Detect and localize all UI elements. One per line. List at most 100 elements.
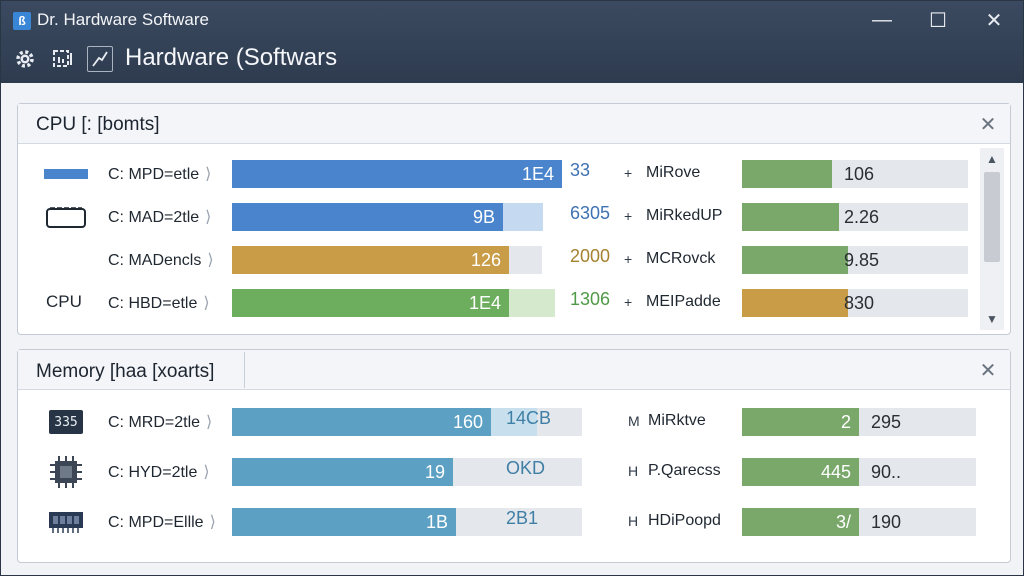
usage-bar-ghost: [503, 203, 543, 231]
metric-bar-fill: [742, 203, 839, 231]
list-item: C: MPD=etle ⟩ 1E4 33 + MiRove 106: [18, 156, 978, 192]
row-label-text: C: MPD=etle: [108, 166, 200, 183]
metric-value: 445: [820, 462, 851, 482]
row-label-text: C: MRD=2tle: [108, 414, 201, 431]
graph-button[interactable]: [87, 46, 113, 72]
usage-bar: 1B: [232, 508, 582, 536]
list-item: 335 C: MRD=2tle ⟩ 160 14CB M MiRktve 2 295: [18, 404, 978, 440]
row-label: C: MRD=2tle ⟩: [108, 412, 212, 432]
usage-bar-fill: [232, 408, 491, 436]
list-item: C: HBD=etle ⟩ 1E4 1306 + MEIPadde 830: [18, 285, 978, 321]
usage-bar-fill: [232, 246, 509, 274]
usage-bar: 19: [232, 458, 582, 486]
usage-secondary-value: 1306: [570, 289, 611, 309]
gear-icon: [16, 50, 34, 68]
usage-bar-fill: [232, 289, 509, 317]
scroll-down-icon[interactable]: ▼: [986, 312, 998, 326]
metric-bar-fill: [742, 246, 848, 274]
usage-secondary-value: 33: [570, 160, 591, 180]
row-label-text: C: MADencls: [108, 252, 202, 269]
row-label: C: MADencls ⟩: [108, 250, 214, 270]
page-title: Hardware (Softwars: [125, 44, 338, 71]
usage-bar-fill: [232, 458, 453, 486]
window-title: Dr. Hardware Software: [37, 10, 209, 29]
usage-bar: 1E4: [232, 289, 555, 317]
row-label: C: HBD=etle ⟩: [108, 293, 210, 313]
usage-bar: 9B: [232, 203, 543, 231]
list-item: C: HYD=2tle ⟩ 19 OKD H P.Qarecss 445 90..: [18, 454, 978, 490]
metric-value: 3/: [835, 512, 851, 532]
chevron-right-icon[interactable]: ⟩: [209, 514, 216, 531]
chevron-right-icon[interactable]: ⟩: [205, 209, 212, 226]
close-icon[interactable]: ✕: [979, 359, 997, 382]
metric-mark: H: [628, 513, 639, 529]
usage-bar-ghost: [509, 289, 555, 317]
metric-bar: 106: [742, 160, 968, 188]
divider: [244, 352, 245, 388]
cpu-panel-title: CPU [: [bomts]: [36, 114, 160, 135]
chevron-right-icon[interactable]: ⟩: [203, 464, 210, 481]
metric-label: MiRove: [646, 164, 701, 181]
panel-outline-icon: [42, 203, 90, 231]
metric-bar: 830: [742, 289, 968, 317]
metric-label: HDiPoopd: [648, 512, 721, 529]
scrollbar[interactable]: ▲ ▼: [980, 148, 1004, 330]
metric-secondary-value: 90..: [871, 462, 902, 482]
close-button[interactable]: ✕: [985, 9, 1003, 32]
usage-secondary-value: 2000: [570, 246, 611, 266]
app-logo-icon: ß: [13, 12, 31, 30]
list-item: C: MPD=Ellle ⟩ 1B 2B1 H HDiPoopd 3/190: [18, 504, 978, 540]
chevron-right-icon[interactable]: ⟩: [207, 252, 214, 269]
plus-icon: +: [624, 208, 633, 224]
maximize-button[interactable]: ☐: [929, 9, 947, 32]
metric-bar: 2.26: [742, 203, 968, 231]
row-label-text: C: HBD=etle: [108, 295, 198, 312]
usage-bar-fill: [232, 203, 503, 231]
usage-bar-value: 1E4: [468, 293, 501, 313]
usage-bar: 160: [232, 408, 582, 436]
plus-icon: +: [624, 165, 633, 181]
graph-icon: [92, 51, 108, 67]
metric-label: MiRktve: [648, 412, 706, 429]
metric-label: MCRovck: [646, 250, 716, 267]
usage-secondary-value: OKD: [506, 458, 546, 478]
row-label: C: MPD=Ellle ⟩: [108, 512, 216, 532]
metric-label: P.Qarecss: [648, 462, 721, 479]
usage-bar: 126: [232, 246, 542, 274]
ram-badge-icon: 335: [42, 408, 90, 436]
metric-label: MEIPadde: [646, 293, 721, 310]
usage-bar: 1E4: [232, 160, 562, 188]
usage-bar-value: 1B: [425, 512, 448, 532]
metric-secondary-value: 295: [871, 412, 902, 432]
scroll-thumb[interactable]: [984, 172, 1000, 262]
memory-module-icon: [42, 508, 90, 536]
cpu-panel: CPU [: [bomts] ✕ C: MPD=etle ⟩ 1E4 33 + MiRov…: [17, 103, 1011, 335]
memory-panel: Memory [haa [xoarts] ✕ 335 C: MRD=2tle ⟩ 16…: [17, 349, 1011, 563]
row-label-text: C: MPD=Ellle: [108, 514, 204, 531]
chevron-right-icon[interactable]: ⟩: [205, 166, 212, 183]
metric-secondary-value: 190: [871, 512, 902, 532]
metric-bar: 2 295: [742, 408, 976, 436]
metric-value: 830: [844, 293, 875, 313]
cpu-side-label: CPU: [46, 292, 82, 311]
usage-bar-fill: [232, 508, 456, 536]
metric-mark: H: [628, 463, 639, 479]
metric-mark: M: [628, 413, 640, 429]
monitor-button[interactable]: [49, 45, 77, 73]
cpu-chip-icon: [42, 456, 90, 488]
row-icon-slot: [42, 246, 90, 274]
usage-bar-value: 19: [424, 462, 445, 482]
metric-bar: 9.85: [742, 246, 968, 274]
close-icon[interactable]: ✕: [979, 113, 997, 136]
usage-bar-value: 160: [452, 412, 483, 432]
chevron-right-icon[interactable]: ⟩: [206, 414, 213, 431]
minimize-button[interactable]: —: [872, 8, 892, 31]
metric-bar-fill: [742, 408, 859, 436]
metric-label: MiRkedUP: [646, 207, 723, 224]
metric-bar: 3/190: [742, 508, 976, 536]
scroll-up-icon[interactable]: ▲: [986, 152, 998, 166]
metric-bar: 445 90..: [742, 458, 976, 486]
chevron-right-icon[interactable]: ⟩: [203, 295, 210, 312]
ram-badge-text: 335: [54, 414, 78, 430]
settings-button[interactable]: [11, 45, 39, 73]
